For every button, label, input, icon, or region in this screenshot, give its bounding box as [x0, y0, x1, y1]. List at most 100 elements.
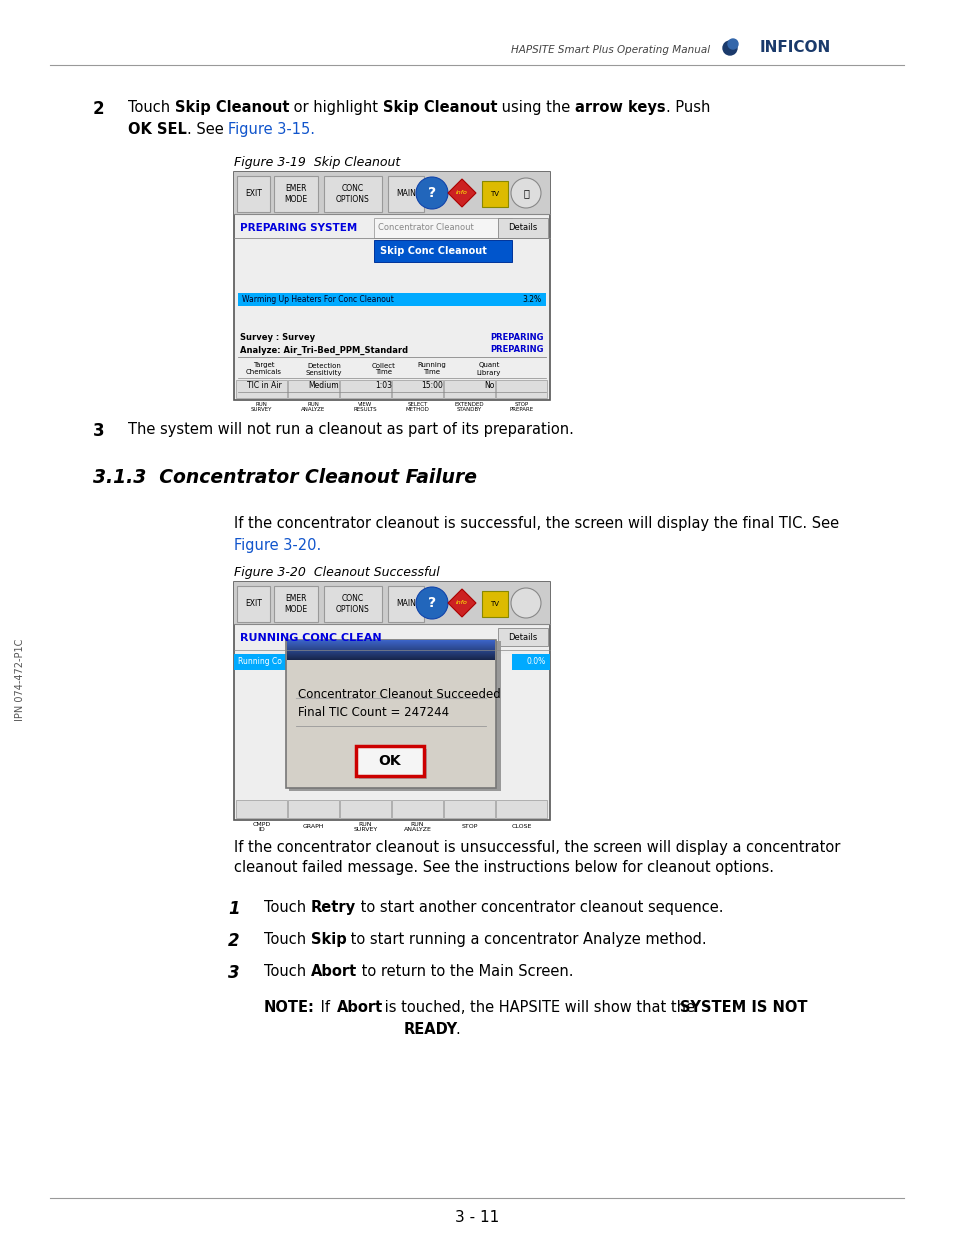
Text: PREPARING: PREPARING	[490, 332, 543, 342]
Text: cleanout failed message. See the instructions below for cleanout options.: cleanout failed message. See the instruc…	[233, 860, 773, 876]
Text: CMPD
ID: CMPD ID	[253, 821, 271, 832]
Polygon shape	[448, 179, 476, 207]
Text: arrow keys: arrow keys	[575, 100, 665, 115]
Text: Quant
Library: Quant Library	[476, 363, 500, 375]
Text: Target
Chemicals: Target Chemicals	[246, 363, 282, 375]
Text: 1: 1	[228, 900, 239, 918]
Text: Skip Conc Cleanout: Skip Conc Cleanout	[379, 246, 486, 256]
Circle shape	[727, 40, 738, 49]
Text: or highlight: or highlight	[289, 100, 382, 115]
Text: Survey : Survey: Survey : Survey	[240, 332, 314, 342]
Text: using the: using the	[497, 100, 575, 115]
Text: to start running a concentrator Analyze method.: to start running a concentrator Analyze …	[346, 932, 706, 947]
Bar	[274, 177, 317, 212]
Text: ?: ?	[428, 597, 436, 610]
Text: EMER
MODE: EMER MODE	[284, 184, 307, 204]
Text: 2: 2	[228, 932, 239, 950]
Text: CLOSE: CLOSE	[511, 825, 531, 830]
Text: 0.0%: 0.0%	[526, 657, 545, 667]
Bar	[274, 585, 317, 622]
Text: SELECT
METHOD: SELECT METHOD	[405, 401, 429, 412]
Text: Concentrator Cleanout: Concentrator Cleanout	[377, 224, 474, 232]
Circle shape	[511, 588, 540, 618]
Text: Medium: Medium	[309, 380, 339, 389]
Text: No: No	[483, 380, 494, 389]
Bar	[233, 172, 550, 400]
Text: Skip Cleanout: Skip Cleanout	[174, 100, 289, 115]
Bar	[443, 380, 495, 398]
Text: . Push: . Push	[665, 100, 709, 115]
Bar	[236, 585, 270, 622]
Circle shape	[416, 587, 448, 619]
Bar	[237, 293, 545, 306]
Text: Figure 3-20  Cleanout Successful: Figure 3-20 Cleanout Successful	[233, 566, 439, 579]
Bar	[233, 172, 550, 214]
Text: . See: . See	[187, 122, 228, 137]
Bar	[512, 655, 550, 671]
Bar	[496, 380, 546, 398]
Text: Analyze: Air_Tri-Bed_PPM_Standard: Analyze: Air_Tri-Bed_PPM_Standard	[240, 346, 408, 354]
Text: CONC
OPTIONS: CONC OPTIONS	[335, 184, 370, 204]
Text: STOP
PREPARE: STOP PREPARE	[509, 401, 533, 412]
Text: GRAPH: GRAPH	[302, 825, 324, 830]
Text: Skip Cleanout: Skip Cleanout	[382, 100, 497, 115]
Bar	[236, 177, 270, 212]
Bar	[481, 592, 507, 618]
Text: TV: TV	[490, 191, 499, 198]
Bar	[496, 800, 546, 818]
Text: RUN
SURVEY: RUN SURVEY	[251, 401, 272, 412]
Text: EXTENDED
STANDBY: EXTENDED STANDBY	[455, 401, 484, 412]
Text: to return to the Main Screen.: to return to the Main Screen.	[356, 965, 573, 979]
Text: 3.2%: 3.2%	[522, 295, 541, 304]
Bar	[233, 655, 295, 671]
Text: .: .	[455, 1023, 459, 1037]
Text: Retry: Retry	[311, 900, 355, 915]
Text: TIC in Air: TIC in Air	[247, 380, 281, 389]
Text: 1:03: 1:03	[375, 380, 392, 389]
Text: Abort: Abort	[336, 1000, 383, 1015]
Text: The system will not run a cleanout as part of its preparation.: The system will not run a cleanout as pa…	[128, 422, 574, 437]
Bar	[497, 629, 547, 646]
Text: Figure 3-20.: Figure 3-20.	[233, 538, 321, 553]
Text: ?: ?	[428, 186, 436, 200]
Text: Collect
Time: Collect Time	[372, 363, 395, 375]
Bar	[288, 380, 338, 398]
Text: 3.1.3  Concentrator Cleanout Failure: 3.1.3 Concentrator Cleanout Failure	[92, 468, 476, 487]
Text: EMER
MODE: EMER MODE	[284, 594, 307, 614]
Text: RUN
ANALYZE: RUN ANALYZE	[301, 401, 325, 412]
Text: OK SEL: OK SEL	[128, 122, 187, 137]
Text: Concentrator Cleanout Succeeded: Concentrator Cleanout Succeeded	[297, 688, 500, 701]
Text: STOP: STOP	[461, 825, 477, 830]
Bar	[289, 641, 500, 790]
Bar	[235, 380, 287, 398]
Bar	[374, 240, 512, 262]
Text: 2: 2	[92, 100, 105, 119]
Text: Abort: Abort	[311, 965, 356, 979]
Text: If the concentrator cleanout is unsuccessful, the screen will display a concentr: If the concentrator cleanout is unsucces…	[233, 840, 840, 855]
Text: Touch: Touch	[264, 900, 311, 915]
Text: RUN
ANALYZE: RUN ANALYZE	[403, 821, 431, 832]
Bar	[288, 800, 338, 818]
Bar	[324, 177, 381, 212]
Bar	[392, 800, 442, 818]
Text: Details: Details	[508, 224, 537, 232]
Text: RUNNING CONC CLEAN: RUNNING CONC CLEAN	[240, 634, 381, 643]
Bar	[374, 219, 512, 238]
Text: NOTE:: NOTE:	[264, 1000, 314, 1015]
Text: to start another concentrator cleanout sequence.: to start another concentrator cleanout s…	[355, 900, 722, 915]
Bar	[324, 585, 381, 622]
Bar	[339, 800, 391, 818]
Text: 3: 3	[92, 422, 105, 440]
Text: info: info	[456, 600, 468, 605]
Text: Touch: Touch	[264, 932, 311, 947]
Circle shape	[416, 177, 448, 209]
Text: Skip: Skip	[311, 932, 346, 947]
Bar	[392, 380, 442, 398]
Text: If the concentrator cleanout is successful, the screen will display the final TI: If the concentrator cleanout is successf…	[233, 516, 839, 531]
Text: INFICON: INFICON	[760, 41, 830, 56]
Text: 3: 3	[228, 965, 239, 982]
Text: IPN 074-472-P1C: IPN 074-472-P1C	[15, 638, 25, 721]
Text: VIEW
RESULTS: VIEW RESULTS	[354, 401, 377, 412]
Bar	[235, 800, 287, 818]
Text: Warming Up Heaters For Conc Cleanout: Warming Up Heaters For Conc Cleanout	[242, 295, 394, 304]
